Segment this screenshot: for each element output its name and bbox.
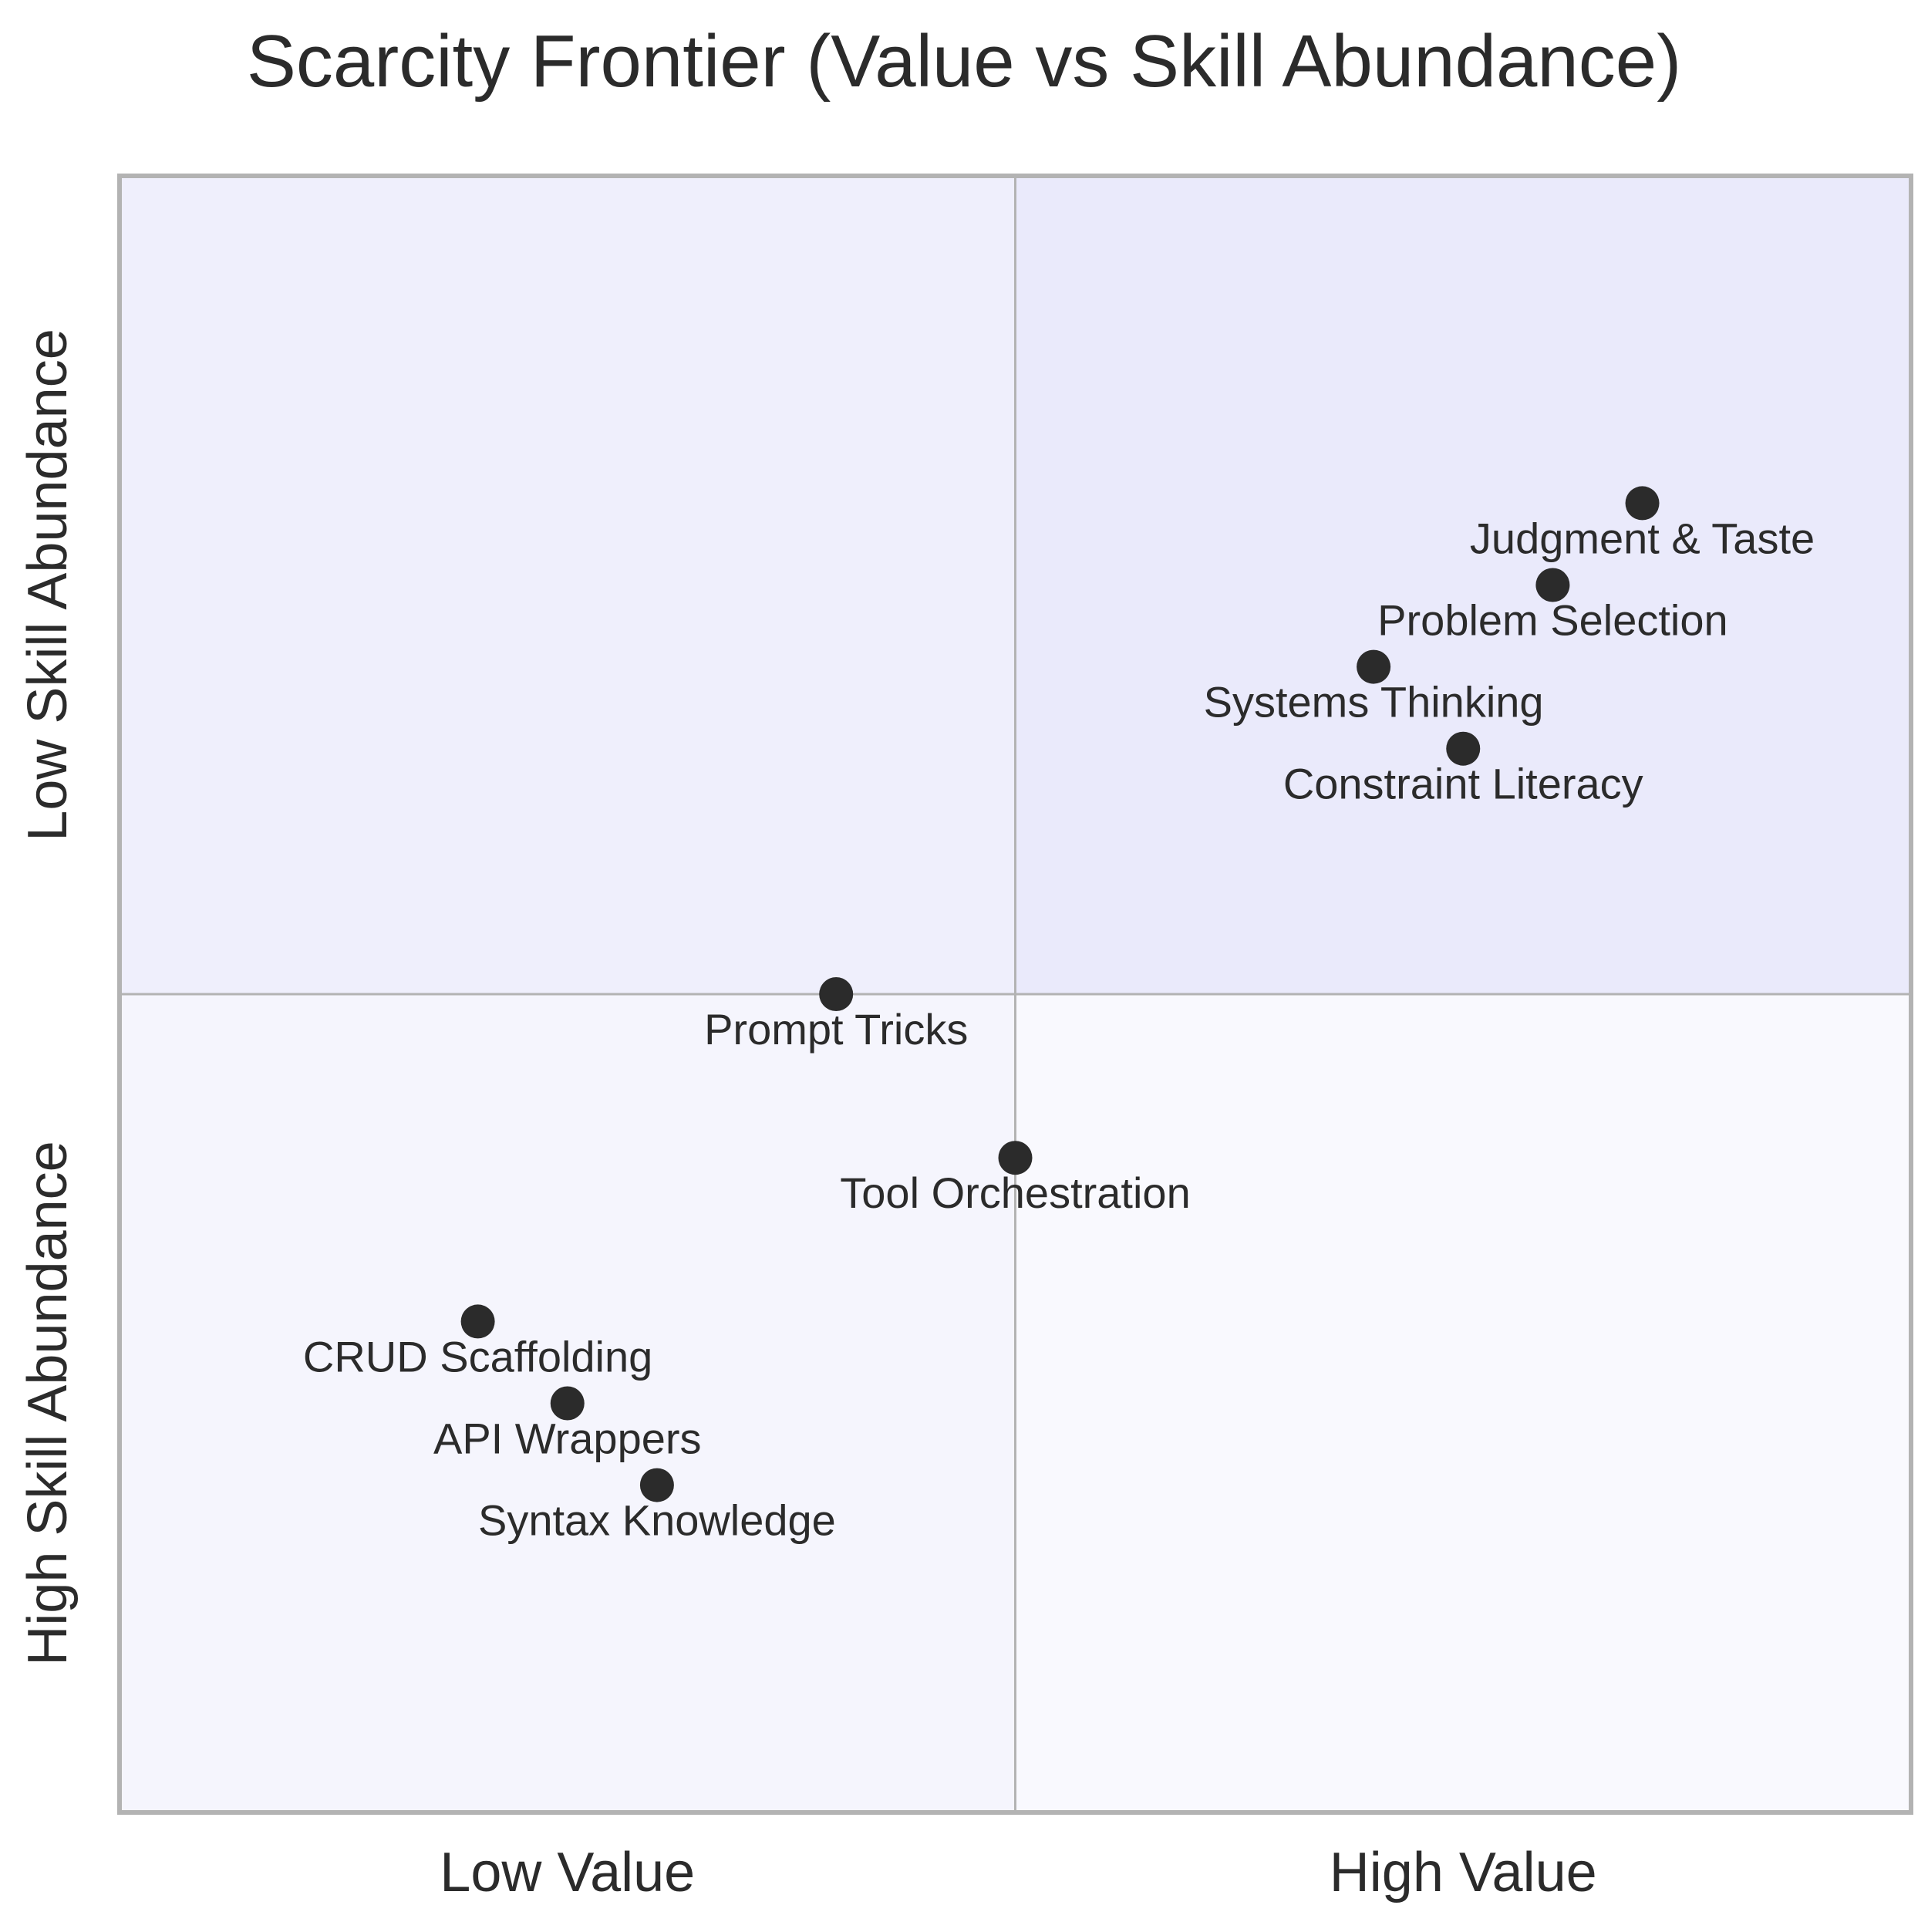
quadrant-dividers	[120, 176, 1911, 1812]
data-point	[1446, 731, 1481, 766]
point-label: Judgment & Taste	[1470, 514, 1815, 562]
chart-title: Scarcity Frontier (Value vs Skill Abunda…	[247, 20, 1681, 103]
plot-frame	[117, 174, 1913, 1815]
x-axis-tick-labels: Low Value High Value	[440, 1842, 1596, 1903]
y-axis-tick-labels: Low Skill Abundance High Skill Abundance	[17, 329, 79, 1665]
point-label: Constraint Literacy	[1283, 760, 1643, 808]
data-point	[819, 977, 854, 1011]
point-labels-layer: Judgment & Taste Problem Selection Systems…	[303, 514, 1815, 1544]
data-point	[1625, 486, 1660, 521]
x-tick-label: High Value	[1330, 1842, 1597, 1903]
data-point	[550, 1386, 585, 1421]
y-tick-label: High Skill Abundance	[17, 1141, 79, 1665]
quadrant-top-right	[1015, 176, 1911, 994]
point-label: Prompt Tricks	[704, 1005, 968, 1054]
quadrant-backgrounds	[120, 176, 1911, 1812]
x-tick-label: Low Value	[440, 1842, 695, 1903]
point-label: API Wrappers	[433, 1414, 702, 1463]
point-label: Problem Selection	[1377, 596, 1727, 645]
y-tick-label: Low Skill Abundance	[17, 329, 79, 841]
data-point	[639, 1468, 674, 1502]
data-point	[1357, 649, 1391, 684]
quadrant-top-left	[120, 176, 1016, 994]
data-point	[460, 1304, 495, 1339]
quadrant-bottom-right	[1015, 994, 1911, 1812]
data-point	[1535, 568, 1570, 602]
point-label: CRUD Scaffolding	[303, 1332, 652, 1381]
point-label: Tool Orchestration	[840, 1168, 1190, 1217]
point-label: Syntax Knowledge	[478, 1496, 836, 1545]
points-layer	[460, 486, 1660, 1502]
data-point	[998, 1141, 1033, 1175]
point-label: Systems Thinking	[1204, 678, 1544, 727]
